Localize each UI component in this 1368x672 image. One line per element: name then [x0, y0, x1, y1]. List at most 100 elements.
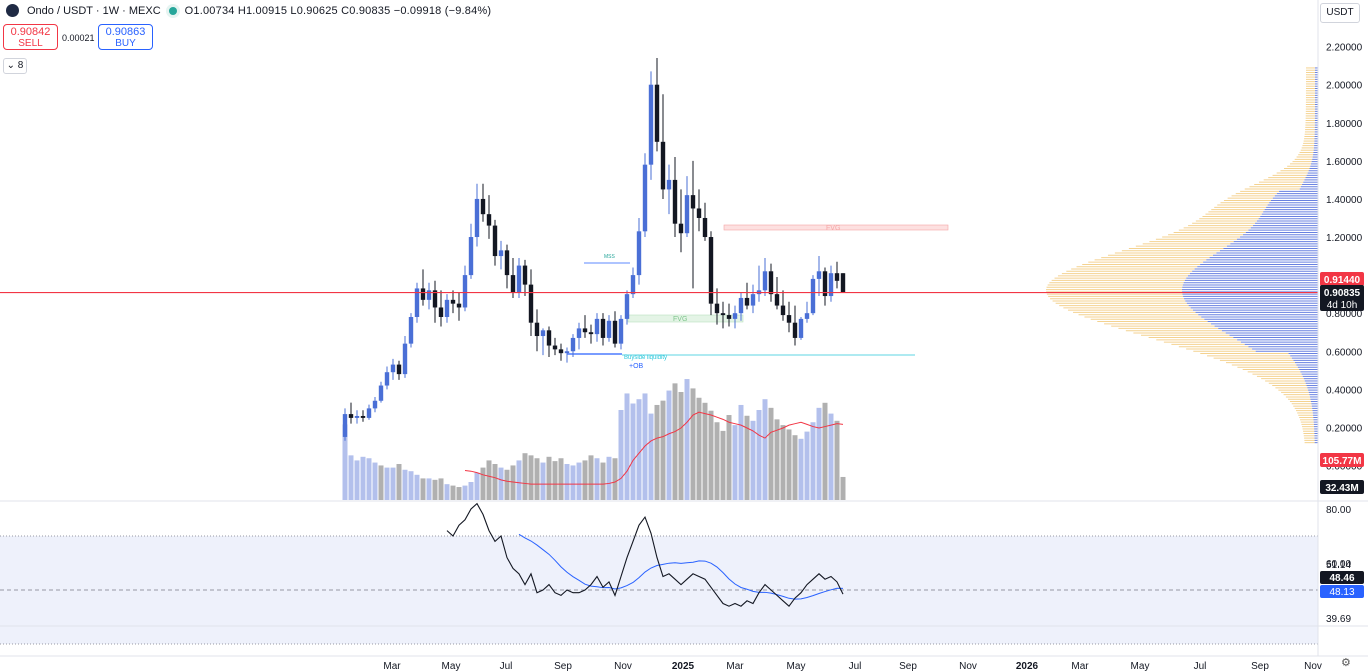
candle-body	[492, 225, 498, 257]
candle-body	[372, 400, 378, 409]
candle-body	[792, 322, 798, 338]
volume-bar	[498, 467, 504, 500]
volume-bar	[576, 462, 582, 500]
volume-bar	[786, 429, 792, 500]
volume-bar	[342, 424, 348, 500]
x-tick-label: Mar	[1071, 661, 1089, 672]
sell-button[interactable]: 0.90842 SELL	[3, 24, 58, 50]
candle-body	[612, 320, 618, 344]
volume-bar	[630, 403, 636, 500]
volume-bar	[546, 456, 552, 500]
candle-body	[468, 237, 474, 276]
volume-bar	[552, 461, 558, 500]
candle-body	[390, 364, 396, 373]
volume-label-bg	[1320, 480, 1364, 494]
candle-body	[426, 290, 432, 300]
x-tick-label: Nov	[959, 661, 977, 672]
volume-bar	[366, 458, 372, 500]
rsi-value-label: 48.46	[1329, 573, 1354, 584]
candle-body	[744, 297, 750, 306]
candle-body	[396, 364, 402, 375]
candlesticks	[0, 58, 1318, 441]
current-price-label: 0.90835	[1324, 288, 1361, 299]
volume-bar	[492, 464, 498, 500]
buy-button[interactable]: 0.90863 BUY	[98, 24, 153, 50]
market-status-icon	[168, 6, 177, 15]
candle-body	[606, 320, 612, 338]
y-tick-label: 1.60000	[1326, 157, 1363, 168]
candle-body	[474, 198, 480, 238]
candle-body	[654, 84, 660, 142]
x-tick-label: Jul	[849, 661, 862, 672]
y-tick-label: 2.20000	[1326, 43, 1363, 54]
candle-body	[516, 265, 522, 293]
volume-bar	[678, 392, 684, 500]
volume-bar	[696, 397, 702, 500]
volume-bar	[426, 478, 432, 500]
volume-bar	[402, 469, 408, 500]
volume-bar	[708, 410, 714, 500]
volume-bar	[486, 460, 492, 500]
volume-bar	[810, 422, 816, 500]
volume-bar	[666, 390, 672, 500]
volume-bar	[360, 456, 366, 500]
volume-bar	[594, 458, 600, 500]
volume-bar	[756, 410, 762, 500]
candle-body	[738, 297, 744, 314]
volume-bar	[348, 455, 354, 500]
volume-bar	[702, 402, 708, 500]
sell-label: SELL	[18, 38, 43, 49]
symbol-title[interactable]: Ondo / USDT · 1W · MEXC	[27, 4, 161, 17]
volume-bar	[822, 402, 828, 500]
candle-body	[438, 307, 444, 317]
candle-body	[636, 231, 642, 276]
candle-body	[666, 179, 672, 190]
volume-bar	[540, 462, 546, 500]
volume-bar	[570, 465, 576, 500]
smc-annotations: FVG FVG Buyside liquidity +OB MSS	[567, 224, 949, 370]
candle-body	[540, 330, 546, 337]
volume-bar	[468, 482, 474, 500]
rsi-pane: 80.00 60.00 39.69 51.14 48.46 48.13	[0, 502, 1364, 645]
candle-body	[672, 179, 678, 224]
ohlc-readout: O1.00734 H1.00915 L0.90625 C0.90835 −0.0…	[184, 4, 492, 17]
candle-body	[708, 237, 714, 304]
candle-body	[378, 385, 384, 401]
candle-body	[648, 84, 654, 165]
symbol-header: Ondo / USDT · 1W · MEXC O1.00734 H1.0091…	[6, 4, 491, 17]
settings-gear-icon[interactable]: ⚙	[1341, 657, 1351, 669]
volume-bar	[432, 479, 438, 500]
candle-body	[576, 328, 582, 338]
volume-bar	[606, 456, 612, 500]
volume-bar	[798, 438, 804, 500]
liquidity-label: Buyside liquidity	[624, 355, 667, 361]
rsi-value-bg	[1320, 571, 1364, 584]
volume-bar	[816, 407, 822, 500]
candle-body	[486, 214, 492, 226]
y-tick-label: 1.20000	[1326, 233, 1363, 244]
volume-bar	[444, 484, 450, 500]
volume-bar	[390, 467, 396, 500]
candle-body	[786, 315, 792, 323]
candle-body	[402, 343, 408, 375]
candle-body	[750, 294, 756, 306]
candle-body	[432, 290, 438, 308]
volume-bar	[750, 420, 756, 500]
x-tick-label: May	[442, 661, 461, 672]
volume-bar	[384, 467, 390, 500]
volume-bar	[420, 478, 426, 500]
volume-bar	[534, 458, 540, 500]
volume-bar	[564, 464, 570, 500]
candle-body	[834, 273, 840, 281]
fvg-lower-label: FVG	[673, 316, 687, 323]
x-tick-label: May	[787, 661, 806, 672]
volume-bar	[558, 458, 564, 500]
volume-bar	[456, 487, 462, 500]
volume-bar	[726, 415, 732, 500]
currency-button[interactable]: USDT	[1320, 3, 1360, 23]
volume-bar	[522, 453, 528, 500]
volume-bar	[414, 474, 420, 500]
indicator-toggle-button[interactable]: ⌄ 8	[3, 58, 27, 74]
volume-bar	[474, 472, 480, 500]
